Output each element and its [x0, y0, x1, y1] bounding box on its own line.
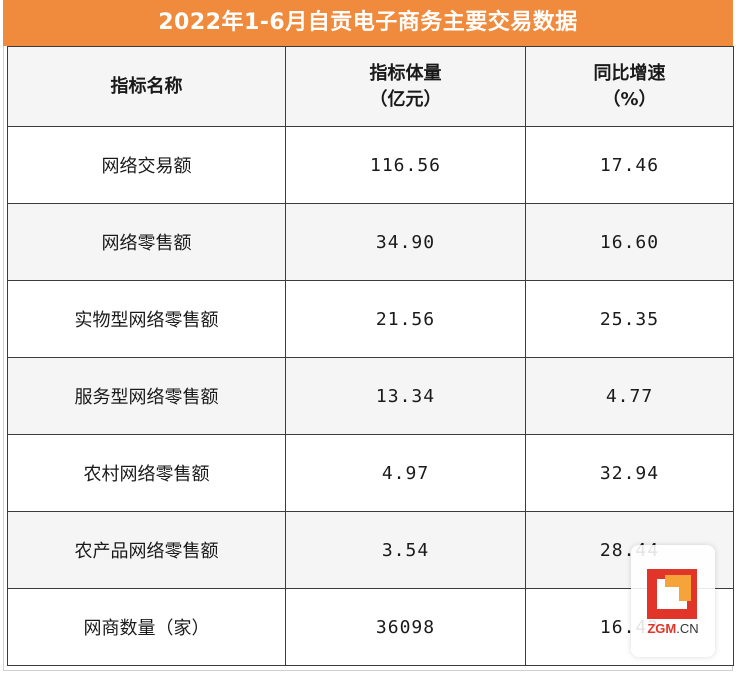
row-name: 实物型网络零售额 [7, 280, 286, 358]
table-row: 网商数量（家） 36098 16.42 [7, 588, 734, 666]
header-indicator-name: 指标名称 [7, 46, 286, 127]
table-row: 网络交易额 116.56 17.46 [7, 126, 734, 204]
row-growth: 16.60 [525, 203, 734, 281]
row-name: 网络零售额 [7, 203, 286, 281]
row-amount: 4.97 [285, 434, 526, 512]
header-growth-unit: （%） [602, 88, 657, 110]
watermark-badge: ZGM.CN [631, 545, 715, 657]
header-amount-label: 指标体量 [369, 62, 442, 84]
watermark-brand-prefix: ZGM [647, 621, 677, 636]
row-amount: 36098 [285, 588, 526, 666]
row-growth: 4.77 [525, 357, 734, 435]
table-header-row: 指标名称 指标体量 （亿元） 同比增速 （%） [7, 46, 734, 127]
watermark-brand-suffix: .CN [676, 621, 699, 636]
header-amount-unit: （亿元） [369, 88, 442, 110]
table-row: 农村网络零售额 4.97 32.94 [7, 434, 734, 512]
header-growth-label: 同比增速 [593, 62, 666, 84]
row-growth: 32.94 [525, 434, 734, 512]
watermark-text: ZGM.CN [631, 621, 715, 636]
row-amount: 116.56 [285, 126, 526, 204]
table-row: 农产品网络零售额 3.54 28.44 [7, 511, 734, 589]
row-name: 服务型网络零售额 [7, 357, 286, 435]
header-indicator-amount: 指标体量 （亿元） [285, 46, 526, 127]
row-amount: 34.90 [285, 203, 526, 281]
table-row: 服务型网络零售额 13.34 4.77 [7, 357, 734, 435]
row-amount: 21.56 [285, 280, 526, 358]
row-name: 农村网络零售额 [7, 434, 286, 512]
row-growth: 17.46 [525, 126, 734, 204]
row-amount: 13.34 [285, 357, 526, 435]
row-amount: 3.54 [285, 511, 526, 589]
row-growth: 25.35 [525, 280, 734, 358]
page-title: 2022年1-6月自贡电子商务主要交易数据 [3, 0, 733, 46]
header-yoy-growth: 同比增速 （%） [525, 46, 734, 127]
row-name: 农产品网络零售额 [7, 511, 286, 589]
table-row: 实物型网络零售额 21.56 25.35 [7, 280, 734, 358]
data-table: 指标名称 指标体量 （亿元） 同比增速 （%） 网络交易额 116.56 17.… [7, 46, 734, 666]
header-indicator-name-label: 指标名称 [110, 75, 183, 97]
table-row: 网络零售额 34.90 16.60 [7, 203, 734, 281]
row-name: 网商数量（家） [7, 588, 286, 666]
zgm-logo-icon [647, 569, 697, 619]
row-name: 网络交易额 [7, 126, 286, 204]
